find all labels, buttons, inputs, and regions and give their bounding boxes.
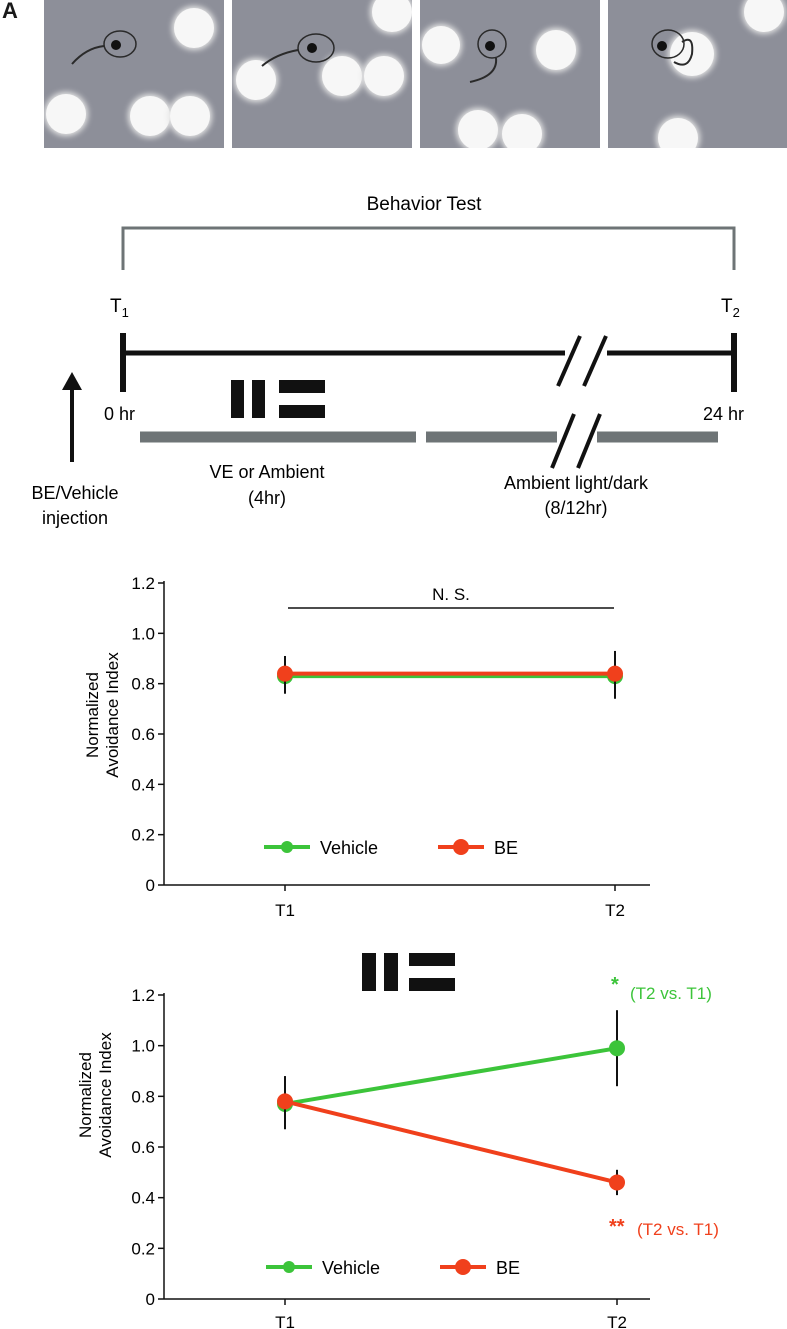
vehicle-legend-label: Vehicle (320, 838, 378, 858)
y-tick-label: 0.6 (131, 1138, 155, 1157)
sig-vehicle-star: * (611, 974, 619, 996)
x-tick-label: T1 (275, 1313, 295, 1329)
ambient-phase-label-line2: (8/12hr) (544, 498, 607, 518)
y-tick-label: 1.2 (131, 574, 155, 593)
vehicle-legend-marker (283, 1261, 295, 1273)
vehicle-series-line (284, 1046, 618, 1106)
vehicle-legend-marker (281, 841, 293, 853)
t1-label: T1 (110, 296, 129, 320)
tadpole-photo-1 (44, 0, 224, 148)
timeline-diagram: Behavior Test T1 T2 0 hr 24 hr BE/Vehicl… (31, 194, 744, 528)
be-point (277, 665, 293, 682)
y-tick-label: 1.2 (131, 986, 155, 1005)
ve-phase-label-line1: VE or Ambient (209, 462, 324, 482)
injection-label-line2: injection (42, 508, 108, 528)
chart-bottom: Normalized Avoidance Index * (T2 vs. T1)… (76, 953, 719, 1329)
behavior-test-label: Behavior Test (367, 194, 482, 215)
ns-annotation: N. S. (432, 585, 470, 604)
y-axis-label-line2: Avoidance Index (103, 652, 122, 778)
y-tick-label: 0.8 (131, 675, 155, 694)
behavior-test-bracket (121, 226, 736, 270)
be-legend-label: BE (496, 1258, 520, 1278)
plot-area: 0 0.2 0.4 0.6 0.8 1.0 1.2 T1 T2 Vehicle BE (131, 574, 650, 920)
y-axis-label-line2: Avoidance Index (96, 1032, 115, 1158)
sig-vehicle-text: (T2 vs. T1) (630, 984, 712, 1003)
x-tick-label: T2 (607, 1313, 627, 1329)
vehicle-legend-label: Vehicle (322, 1258, 380, 1278)
y-tick-label: 0.6 (131, 725, 155, 744)
be-point (277, 1093, 293, 1110)
tadpole-photo-2 (232, 0, 412, 148)
y-axis-label-line1: Normalized (76, 1052, 95, 1138)
sig-be-text: (T2 vs. T1) (637, 1220, 719, 1239)
y-tick-label: 0.2 (131, 826, 155, 845)
y-tick-label: 0.8 (131, 1087, 155, 1106)
be-legend-label: BE (494, 838, 518, 858)
vehicle-point (609, 1040, 625, 1057)
ambient-phase-label-line1: Ambient light/dark (504, 473, 649, 493)
plot-area: 0 0.2 0.4 0.6 0.8 1.0 1.2 T1 T2 Vehicle BE (131, 986, 650, 1329)
start-hour-label: 0 hr (104, 404, 135, 424)
sig-be-star: ** (609, 1216, 625, 1238)
y-axis-label-line1: Normalized (83, 672, 102, 758)
y-tick-label: 0 (146, 1290, 155, 1309)
chart-top: Normalized Avoidance Index N. S. 0 0.2 0.4… (83, 574, 650, 920)
x-tick-label: T2 (605, 901, 625, 920)
photo-strip (44, 0, 787, 150)
end-hour-label: 24 hr (703, 404, 744, 424)
tadpole-photo-4 (608, 0, 787, 148)
ve-phase-label-line2: (4hr) (248, 488, 286, 508)
be-legend-marker (453, 839, 469, 855)
y-tick-label: 1.0 (131, 624, 155, 643)
t2-label: T2 (721, 296, 740, 320)
panel-label: A (2, 0, 18, 23)
ve-symbol (231, 380, 325, 418)
y-tick-label: 0.4 (131, 1189, 155, 1208)
axis-break-mark (556, 335, 582, 387)
y-tick-label: 0.4 (131, 775, 155, 794)
be-series-line (284, 1099, 618, 1185)
x-tick-label: T1 (275, 901, 295, 920)
y-tick-label: 1.0 (131, 1037, 155, 1056)
tadpole-photo-3 (420, 0, 600, 148)
ve-symbol-chart (362, 953, 455, 991)
be-legend-marker (455, 1259, 471, 1275)
be-point (609, 1174, 625, 1191)
injection-label-line1: BE/Vehicle (31, 483, 118, 503)
y-tick-label: 0 (146, 876, 155, 895)
be-point (607, 665, 623, 682)
bar-break-mark (550, 413, 576, 469)
y-tick-label: 0.2 (131, 1239, 155, 1258)
